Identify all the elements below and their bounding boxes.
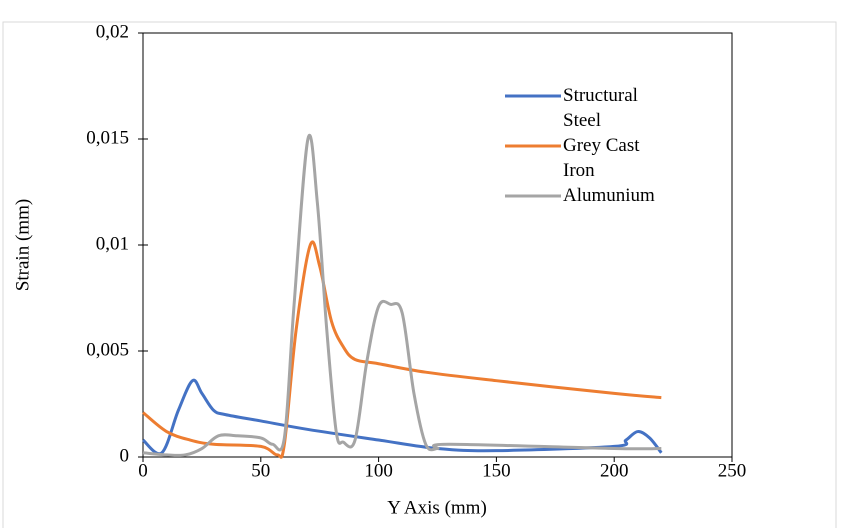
y-tick-label: 0	[120, 445, 130, 466]
legend-item: Grey Cast Iron	[563, 135, 640, 181]
series-line	[141, 378, 663, 456]
legend-label: Alumunium	[563, 185, 655, 206]
legend-label: Structural Steel	[563, 85, 638, 131]
y-tick-label: 0,02	[96, 21, 129, 42]
x-tick-label: 100	[364, 460, 393, 481]
chart-frame	[2, 21, 837, 528]
y-tick-label: 0,01	[96, 233, 129, 254]
legend-label: Grey Cast Iron	[563, 135, 640, 181]
legend-item: Alumunium	[563, 185, 655, 206]
y-tick-label: 0,015	[86, 127, 129, 148]
y-tick-label: 0,005	[86, 339, 129, 360]
y-axis-label: Strain (mm)	[12, 199, 33, 291]
legend-item: Structural Steel	[563, 85, 638, 131]
x-tick-label: 200	[600, 460, 629, 481]
series-line	[142, 134, 662, 457]
series-line	[142, 240, 662, 459]
x-tick-label: 250	[718, 460, 747, 481]
x-tick-label: 50	[251, 460, 270, 481]
x-tick-label: 150	[482, 460, 511, 481]
x-axis-label: Y Axis (mm)	[387, 497, 487, 518]
x-tick-label: 0	[138, 460, 148, 481]
